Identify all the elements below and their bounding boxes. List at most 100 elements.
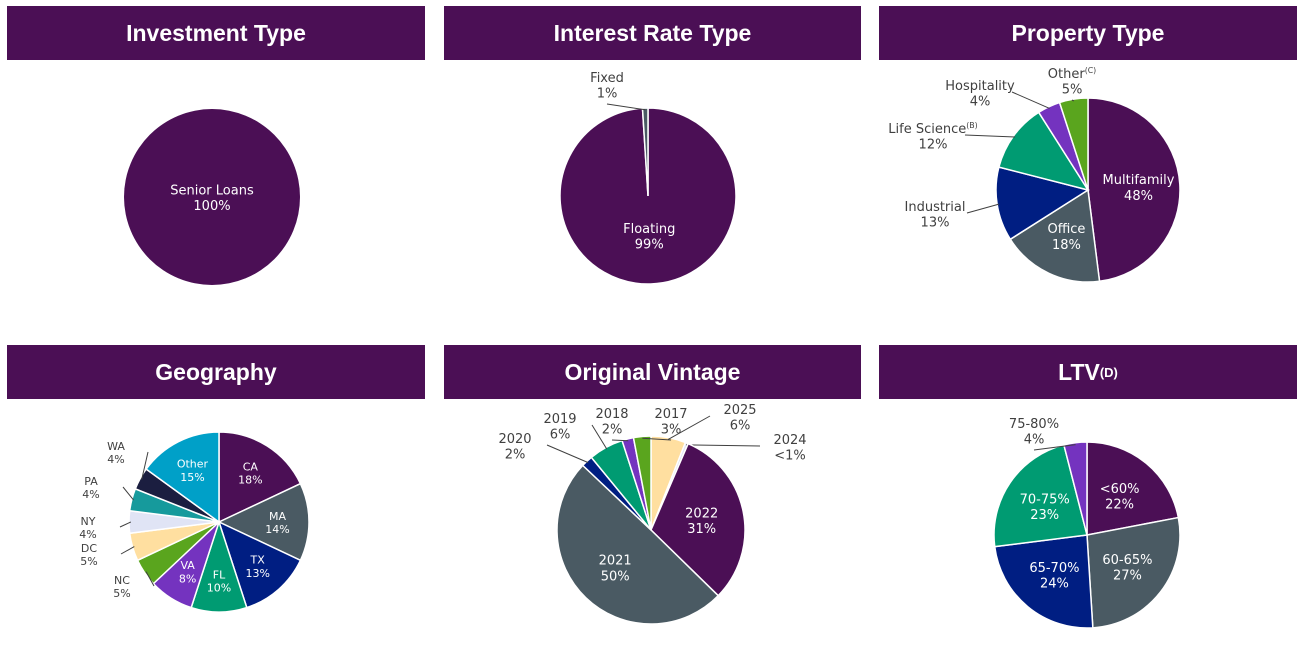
- slice-label-outside: PA 4%: [82, 475, 99, 501]
- slice-label-value: 5%: [1062, 83, 1083, 98]
- slice-label-value: 18%: [1052, 238, 1081, 253]
- leader-line: [611, 439, 629, 442]
- slice-label-name: DC: [81, 542, 97, 555]
- leader-line: [667, 415, 711, 440]
- slice-label-name: 2025: [723, 403, 756, 418]
- slice-label-name: 2020: [498, 432, 531, 447]
- slice-label-value: 5%: [80, 555, 97, 568]
- pie-slice: [1009, 188, 1101, 283]
- slice-label-name: 65-70%: [1029, 561, 1079, 576]
- slice-label: Senior Loans 100%: [170, 183, 254, 214]
- slice-label-value: 2%: [505, 448, 526, 463]
- slice-label-footnote: (B): [966, 121, 977, 130]
- slice-label: 60-65% 27%: [1102, 553, 1152, 584]
- slice-label-name: MA: [269, 510, 286, 523]
- leader-line: [145, 571, 155, 587]
- chart-title: Property Type: [1011, 19, 1165, 46]
- title-ltv: LTV (D): [879, 345, 1297, 399]
- leader-line: [120, 546, 135, 555]
- pie-chart-3: CA 18%MA 14%TX 13%FL 10%VA 8%NC 5%DC 5%NY 4%PA 4%…: [79, 431, 310, 613]
- pie-chart-5: <60% 22% 60-65% 27% 65-70% 24% 70-75% 23% 75-80%…: [993, 417, 1181, 629]
- title-property-type: Property Type: [879, 6, 1297, 60]
- slice-label: Floating 99%: [623, 222, 675, 253]
- slice-label: CA 18%: [238, 460, 262, 486]
- slice-label-value: 48%: [1124, 189, 1153, 204]
- slice-label: Multifamily 48%: [1103, 173, 1175, 204]
- slice-label-value: 8%: [179, 572, 196, 585]
- title-geography: Geography: [7, 345, 425, 399]
- pie-slice: [556, 464, 720, 625]
- slice-label-name: VA: [180, 559, 195, 572]
- slice-label-value: 10%: [207, 582, 231, 595]
- slice-label-footnote: (C): [1085, 66, 1097, 75]
- slice-label-name: PA: [84, 475, 98, 488]
- slice-label-value: 24%: [1040, 576, 1069, 591]
- slice-label-name: CA: [243, 460, 259, 473]
- slice-label-name: 2018: [595, 407, 628, 422]
- pie-slice: [993, 534, 1094, 629]
- pie-slice: [217, 482, 310, 562]
- slice-label-value: 6%: [730, 419, 751, 434]
- slice-label: 70-75% 23%: [1020, 493, 1070, 524]
- slice-label-value: 13%: [245, 567, 269, 580]
- slice-label-name: Other: [177, 458, 209, 471]
- leader-line: [546, 444, 589, 464]
- slice-label-name: 2022: [685, 506, 718, 521]
- pie-chart-4: 2025 6%2024 <1%2022 31%2021 50%2020 2%2019 6%2…: [498, 403, 807, 625]
- pie-slice: [1086, 441, 1180, 536]
- slice-label-value: 4%: [970, 95, 991, 110]
- slice-label-name: 2019: [543, 412, 576, 427]
- slice-label: Other 15%: [177, 458, 209, 484]
- pie-slice: [641, 107, 649, 197]
- slice-label-value: 14%: [265, 523, 289, 536]
- slice-label-outside: NC 5%: [113, 574, 130, 600]
- slice-label-name: <60%: [1100, 482, 1140, 497]
- pie-slice: [632, 435, 652, 531]
- slice-label-outside: 2018 2%: [595, 407, 628, 438]
- slice-label-outside: 2019 6%: [543, 412, 576, 443]
- slice-label-name: Other: [1048, 67, 1086, 82]
- slice-label-outside: Life Science(B) 12%: [888, 121, 977, 153]
- slice-label-outside: Other(C) 5%: [1048, 66, 1096, 98]
- chart-title: LTV: [1058, 358, 1100, 385]
- slice-label-outside: 75-80% 4%: [1009, 417, 1059, 448]
- slice-label-value: 12%: [919, 138, 948, 153]
- slice-label-value: 31%: [687, 522, 716, 537]
- slice-label-value: 50%: [601, 569, 630, 584]
- slice-label-name: 75-80%: [1009, 417, 1059, 432]
- slice-label-value: 4%: [82, 488, 99, 501]
- slice-label-outside: DC 5%: [80, 542, 97, 568]
- slice-label-outside: Hospitality 4%: [945, 79, 1015, 110]
- slice-label-name: NY: [81, 515, 96, 528]
- slice-label-name: Office: [1047, 222, 1085, 237]
- slice-label-value: 23%: [1030, 508, 1059, 523]
- slice-label-name: Fixed: [590, 71, 624, 86]
- pie-chart-1: Floating 99% Fixed 1%: [559, 71, 737, 285]
- slice-label-outside: NY 4%: [79, 515, 96, 541]
- slice-label-value: 3%: [661, 423, 682, 438]
- slice-label-name: Life Science: [888, 122, 966, 137]
- slice-label-name: 70-75%: [1020, 493, 1070, 508]
- slice-label-value: 4%: [1024, 433, 1045, 448]
- leader-line: [966, 203, 1000, 214]
- slice-label: VA 8%: [179, 559, 196, 585]
- slice-label-value: 1%: [597, 87, 618, 102]
- slice-label-name: 60-65%: [1102, 553, 1152, 568]
- slice-label-value: 27%: [1113, 568, 1142, 583]
- slice-label-name: 2024: [773, 433, 806, 448]
- title-interest-rate-type: Interest Rate Type: [444, 6, 861, 60]
- leader-line: [1011, 91, 1050, 109]
- pie-slice: [1058, 97, 1089, 191]
- slice-label-name: Multifamily: [1103, 173, 1175, 188]
- chart-title: Original Vintage: [564, 358, 741, 385]
- pie-slice: [997, 111, 1090, 192]
- leader-line: [122, 486, 134, 501]
- slice-label-name: NC: [114, 574, 130, 587]
- leader-line: [642, 437, 672, 441]
- leader-line: [606, 103, 646, 111]
- slice-label: MA 14%: [265, 510, 289, 536]
- slice-label-outside: WA 4%: [107, 440, 125, 466]
- slice-label-value: 15%: [180, 471, 204, 484]
- slice-label-name: 2021: [599, 554, 632, 569]
